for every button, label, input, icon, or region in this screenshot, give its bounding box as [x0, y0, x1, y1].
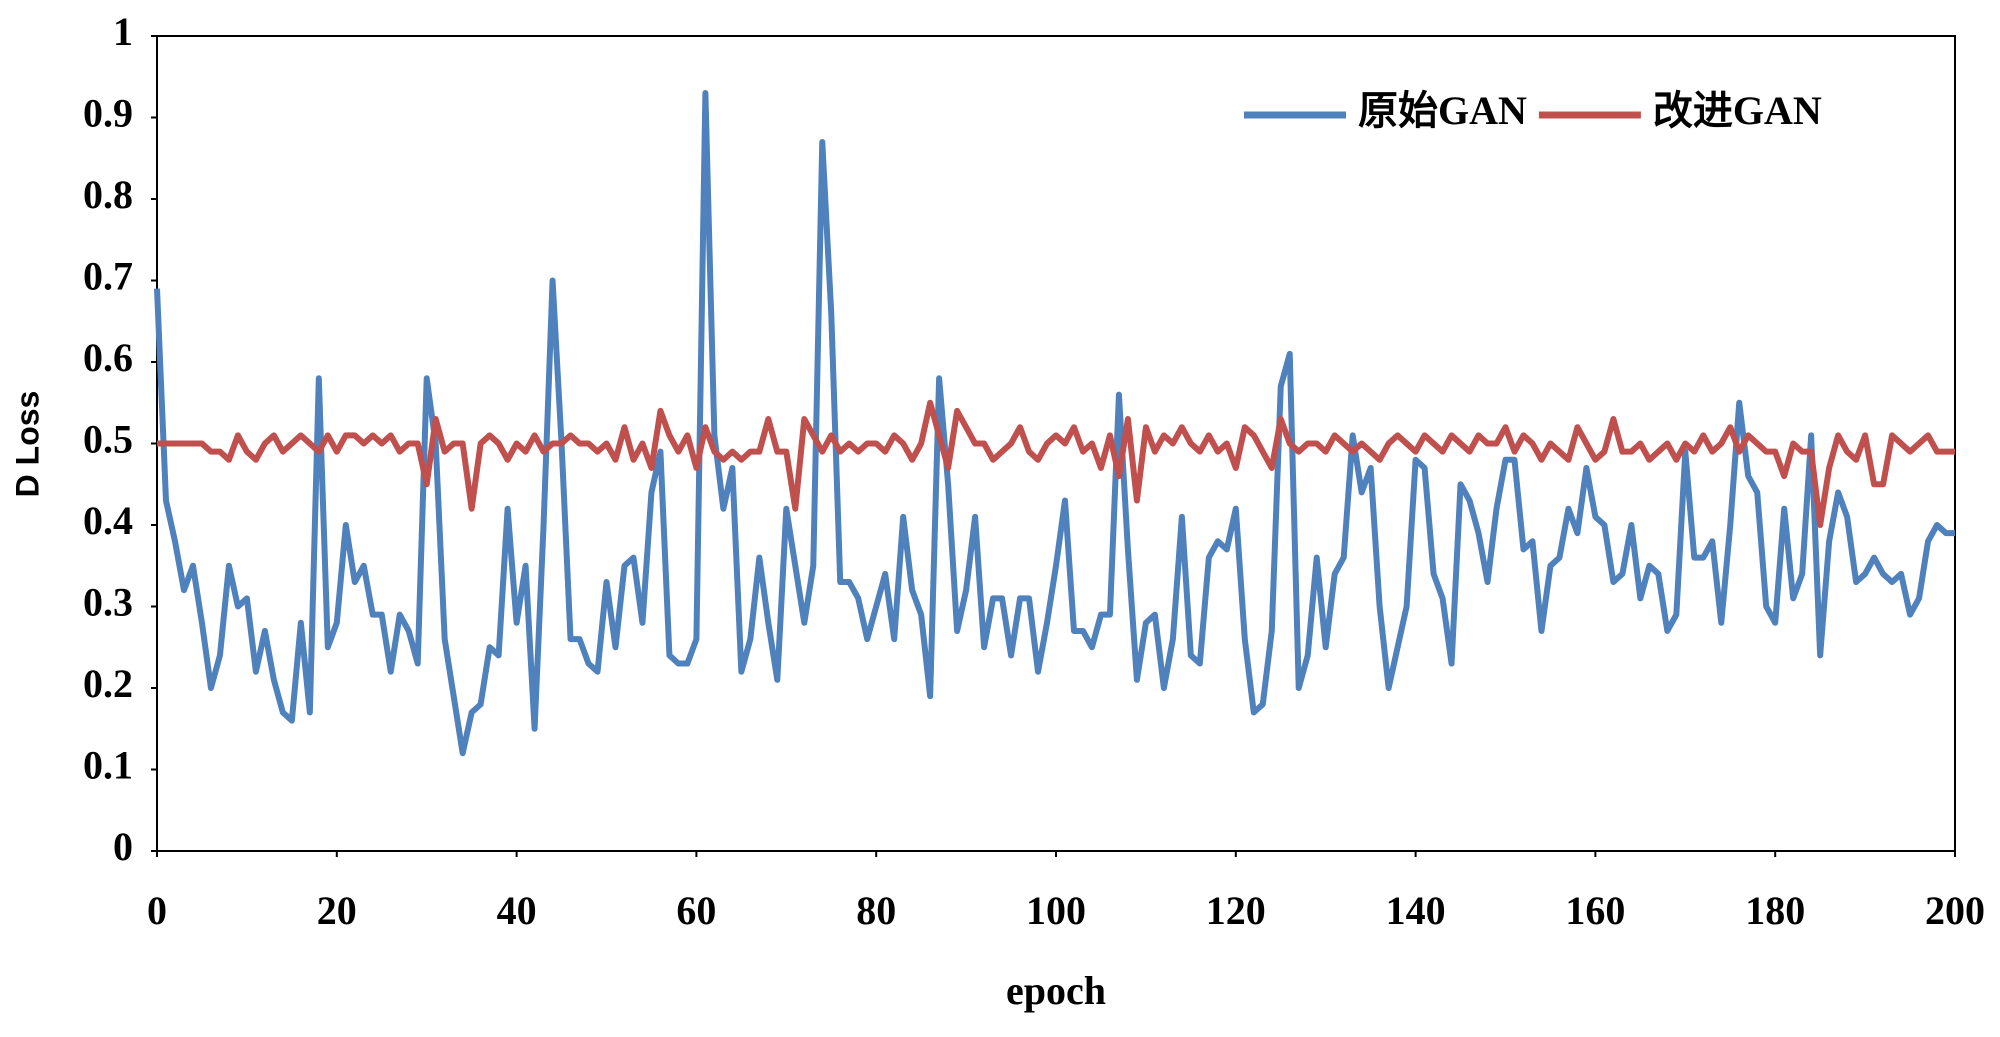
- x-tick-label: 120: [1206, 888, 1266, 933]
- y-tick-label: 0.7: [83, 254, 133, 299]
- x-tick-label: 200: [1925, 888, 1985, 933]
- y-tick-label: 0.9: [83, 91, 133, 136]
- x-tick-label: 60: [676, 888, 716, 933]
- x-tick-label: 20: [317, 888, 357, 933]
- y-tick-label: 1: [113, 9, 133, 54]
- y-tick-label: 0.6: [83, 335, 133, 380]
- y-tick-label: 0.8: [83, 172, 133, 217]
- series-line: [157, 399, 1955, 528]
- x-tick-label: 180: [1745, 888, 1805, 933]
- legend-label: 改进GAN: [1653, 88, 1822, 133]
- series-line: [154, 90, 1955, 757]
- x-tick-label: 40: [497, 888, 537, 933]
- legend-label: 原始GAN: [1358, 88, 1527, 133]
- y-tick-label: 0: [113, 824, 133, 869]
- x-tick-label: 160: [1565, 888, 1625, 933]
- x-tick-label: 100: [1026, 888, 1086, 933]
- y-tick-label: 0.3: [83, 580, 133, 625]
- y-tick-label: 0.5: [83, 417, 133, 462]
- y-tick-label: 0.1: [83, 743, 133, 788]
- x-tick-label: 80: [856, 888, 896, 933]
- y-tick-label: 0.2: [83, 661, 133, 706]
- x-tick-label: 0: [147, 888, 167, 933]
- x-axis-label: epoch: [1006, 968, 1106, 1013]
- y-tick-label: 0.4: [83, 498, 133, 543]
- x-tick-label: 140: [1386, 888, 1446, 933]
- y-axis-label: D Loss: [9, 391, 45, 498]
